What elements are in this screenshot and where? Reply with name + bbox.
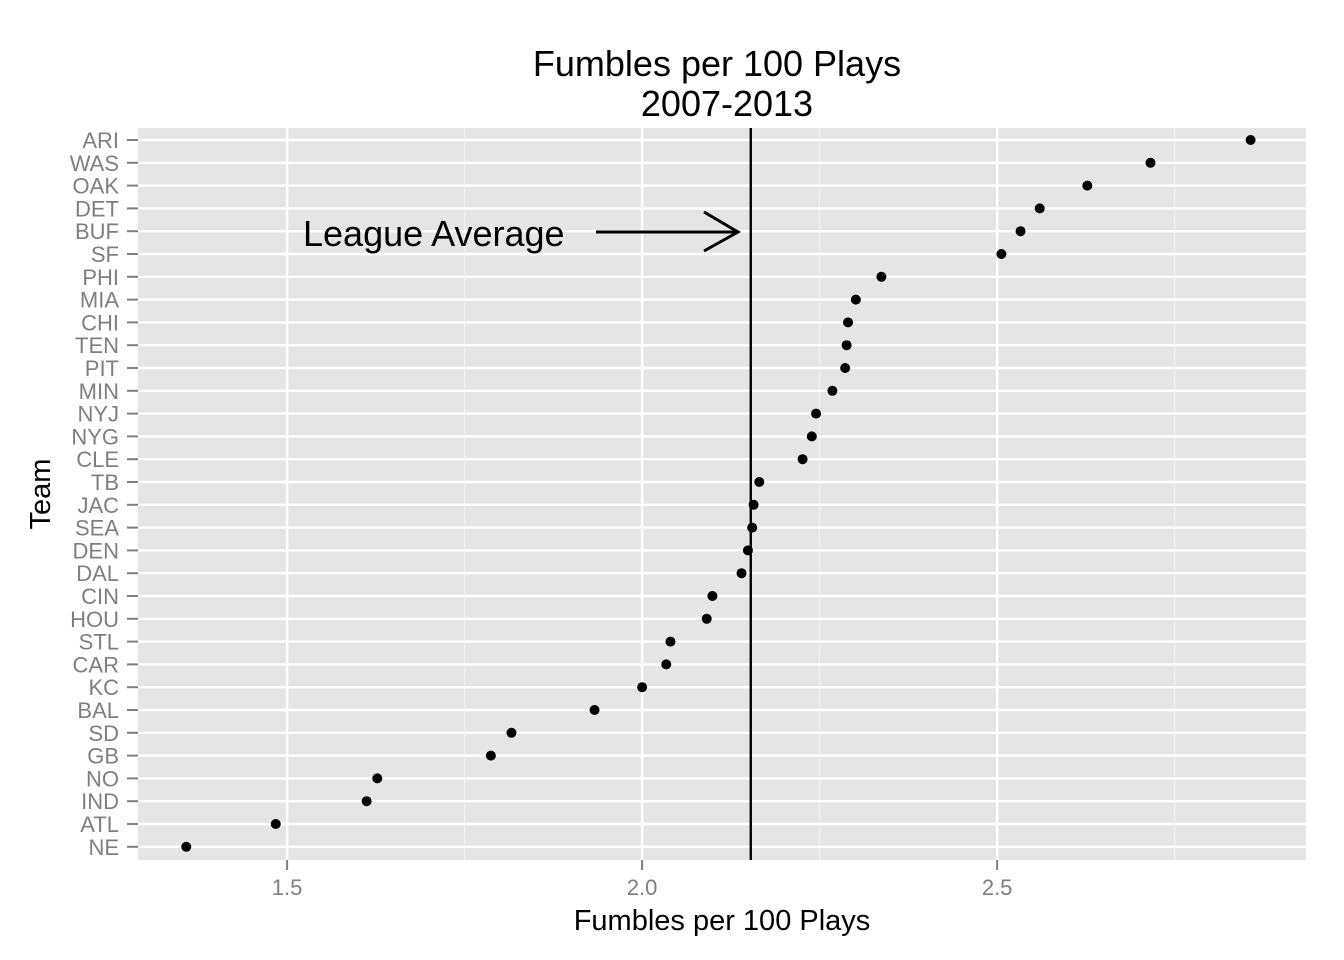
data-point-cin (707, 591, 718, 601)
data-point-tb (754, 477, 765, 487)
data-point-was (1145, 157, 1156, 168)
x-tick-label: 2.5 (982, 875, 1013, 900)
y-tick-label-dal: DAL (76, 561, 119, 586)
x-tick-label: 1.5 (272, 875, 303, 900)
data-point-no (372, 773, 383, 784)
y-tick-label-was: WAS (70, 151, 119, 176)
chart-title-line-2: 2007-2013 (641, 83, 813, 124)
data-point-chi (843, 317, 854, 328)
y-tick-label-cle: CLE (76, 447, 119, 472)
data-point-ind (361, 796, 372, 807)
data-point-sf (996, 249, 1007, 259)
data-point-kc (637, 682, 648, 693)
y-tick-label-atl: ATL (80, 812, 119, 837)
y-tick-label-kc: KC (88, 675, 119, 700)
y-tick-label-min: MIN (79, 379, 119, 404)
y-tick-label-mia: MIA (80, 288, 119, 313)
y-tick-label-ind: IND (81, 789, 119, 814)
data-points (181, 135, 1256, 852)
y-tick-label-chi: CHI (81, 310, 119, 335)
y-tick-label-ari: ARI (82, 128, 119, 153)
data-point-bal (589, 705, 600, 715)
x-tick-label: 2.0 (627, 875, 658, 900)
chart-title-line-1: Fumbles per 100 Plays (533, 43, 901, 84)
league-average-annotation: League Average (303, 213, 565, 254)
y-tick-label-no: NO (86, 766, 119, 791)
plot-panel (138, 128, 1306, 860)
data-point-sea (747, 522, 758, 533)
data-point-atl (270, 819, 281, 829)
data-point-nyj (811, 408, 822, 419)
data-point-sd (506, 727, 517, 738)
x-axis-title: Fumbles per 100 Plays (574, 905, 871, 937)
y-tick-label-buf: BUF (75, 219, 119, 244)
data-point-gb (485, 750, 496, 761)
annotation-arrow (596, 210, 742, 253)
annotation-arrow-head (703, 210, 742, 253)
y-tick-label-bal: BAL (77, 698, 119, 723)
data-point-car (661, 659, 672, 670)
y-tick-label-nyj: NYJ (77, 402, 119, 427)
y-tick-label-hou: HOU (70, 607, 119, 632)
y-tick-label-gb: GB (87, 744, 119, 769)
y-tick-label-jac: JAC (77, 493, 119, 518)
data-point-nyg (806, 431, 817, 442)
data-point-ne (181, 841, 192, 852)
y-tick-label-sea: SEA (75, 516, 119, 541)
y-tick-label-nyg: NYG (71, 424, 119, 449)
y-tick-label-car: CAR (73, 652, 119, 677)
y-axis-title: Team (25, 459, 57, 530)
data-point-cle (797, 454, 808, 465)
data-point-det (1034, 203, 1045, 214)
y-tick-label-stl: STL (79, 630, 119, 655)
data-point-mia (850, 294, 861, 305)
y-axis: ARIWASOAKDETBUFSFPHIMIACHITENPITMINNYJNY… (70, 128, 138, 860)
data-point-stl (665, 636, 676, 647)
y-tick-label-cin: CIN (81, 584, 119, 609)
y-tick-label-pit: PIT (85, 356, 119, 381)
y-tick-label-tb: TB (91, 470, 119, 495)
y-tick-label-phi: PHI (82, 265, 119, 290)
data-point-ten (841, 340, 852, 351)
data-point-ari (1245, 135, 1256, 145)
y-tick-label-oak: OAK (73, 174, 120, 199)
data-point-dal (736, 568, 747, 579)
data-point-buf (1015, 226, 1026, 237)
data-point-hou (701, 613, 712, 624)
y-tick-label-den: DEN (73, 538, 119, 563)
data-point-phi (876, 271, 887, 282)
y-tick-label-det: DET (75, 196, 119, 221)
y-tick-label-sd: SD (88, 721, 119, 746)
y-tick-label-ne: NE (88, 835, 119, 860)
data-point-min (827, 385, 838, 396)
x-axis: 1.5 2.0 2.5 (272, 860, 1013, 900)
y-tick-label-sf: SF (91, 242, 119, 267)
y-tick-label-ten: TEN (75, 333, 119, 358)
data-point-pit (840, 363, 851, 373)
data-point-oak (1082, 180, 1093, 191)
